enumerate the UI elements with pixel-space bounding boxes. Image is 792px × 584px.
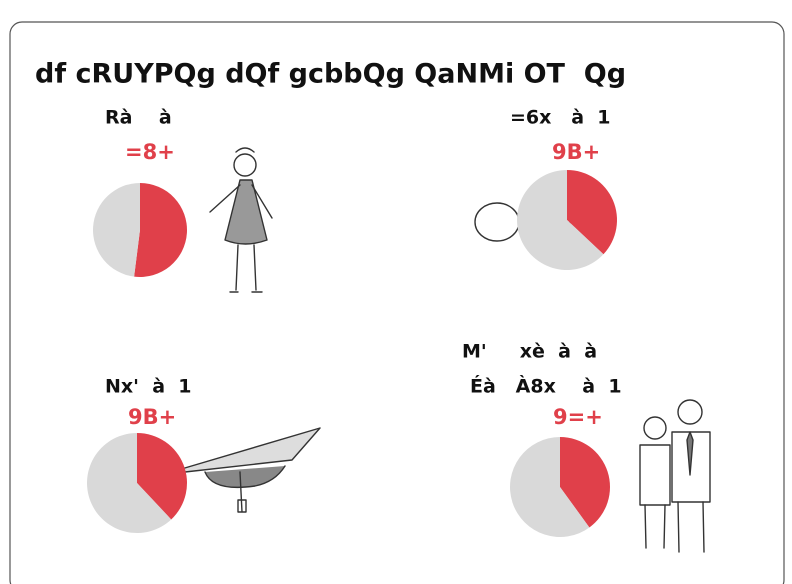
value-label: 9=+ <box>553 405 603 429</box>
panel-label: =6x à 1 <box>510 107 611 129</box>
men-figure <box>639 399 711 553</box>
pie-slice <box>510 437 590 537</box>
title: df cRUYPQg dQf gcbbQg QaNMi OT Qg <box>35 59 626 90</box>
panel-label: Éà À8x à 1 <box>470 375 622 398</box>
pie-slice <box>560 437 611 528</box>
value-label: 9B+ <box>128 405 176 429</box>
pie-slice <box>137 433 187 520</box>
value-label: =8+ <box>125 140 175 164</box>
pie-slice <box>92 183 140 277</box>
frame <box>9 21 785 584</box>
pie-slice <box>86 433 172 533</box>
graduation-cap <box>177 427 321 513</box>
pie-slice <box>516 170 604 270</box>
value-label: 9B+ <box>552 140 600 164</box>
panel-label: Nx' à 1 <box>105 376 191 398</box>
panel-label: M' xè à à <box>462 341 597 363</box>
pie-slice <box>134 183 187 277</box>
panel-label: Rà à <box>105 107 172 129</box>
woman-figure <box>209 147 273 293</box>
pie-slice <box>567 170 617 255</box>
